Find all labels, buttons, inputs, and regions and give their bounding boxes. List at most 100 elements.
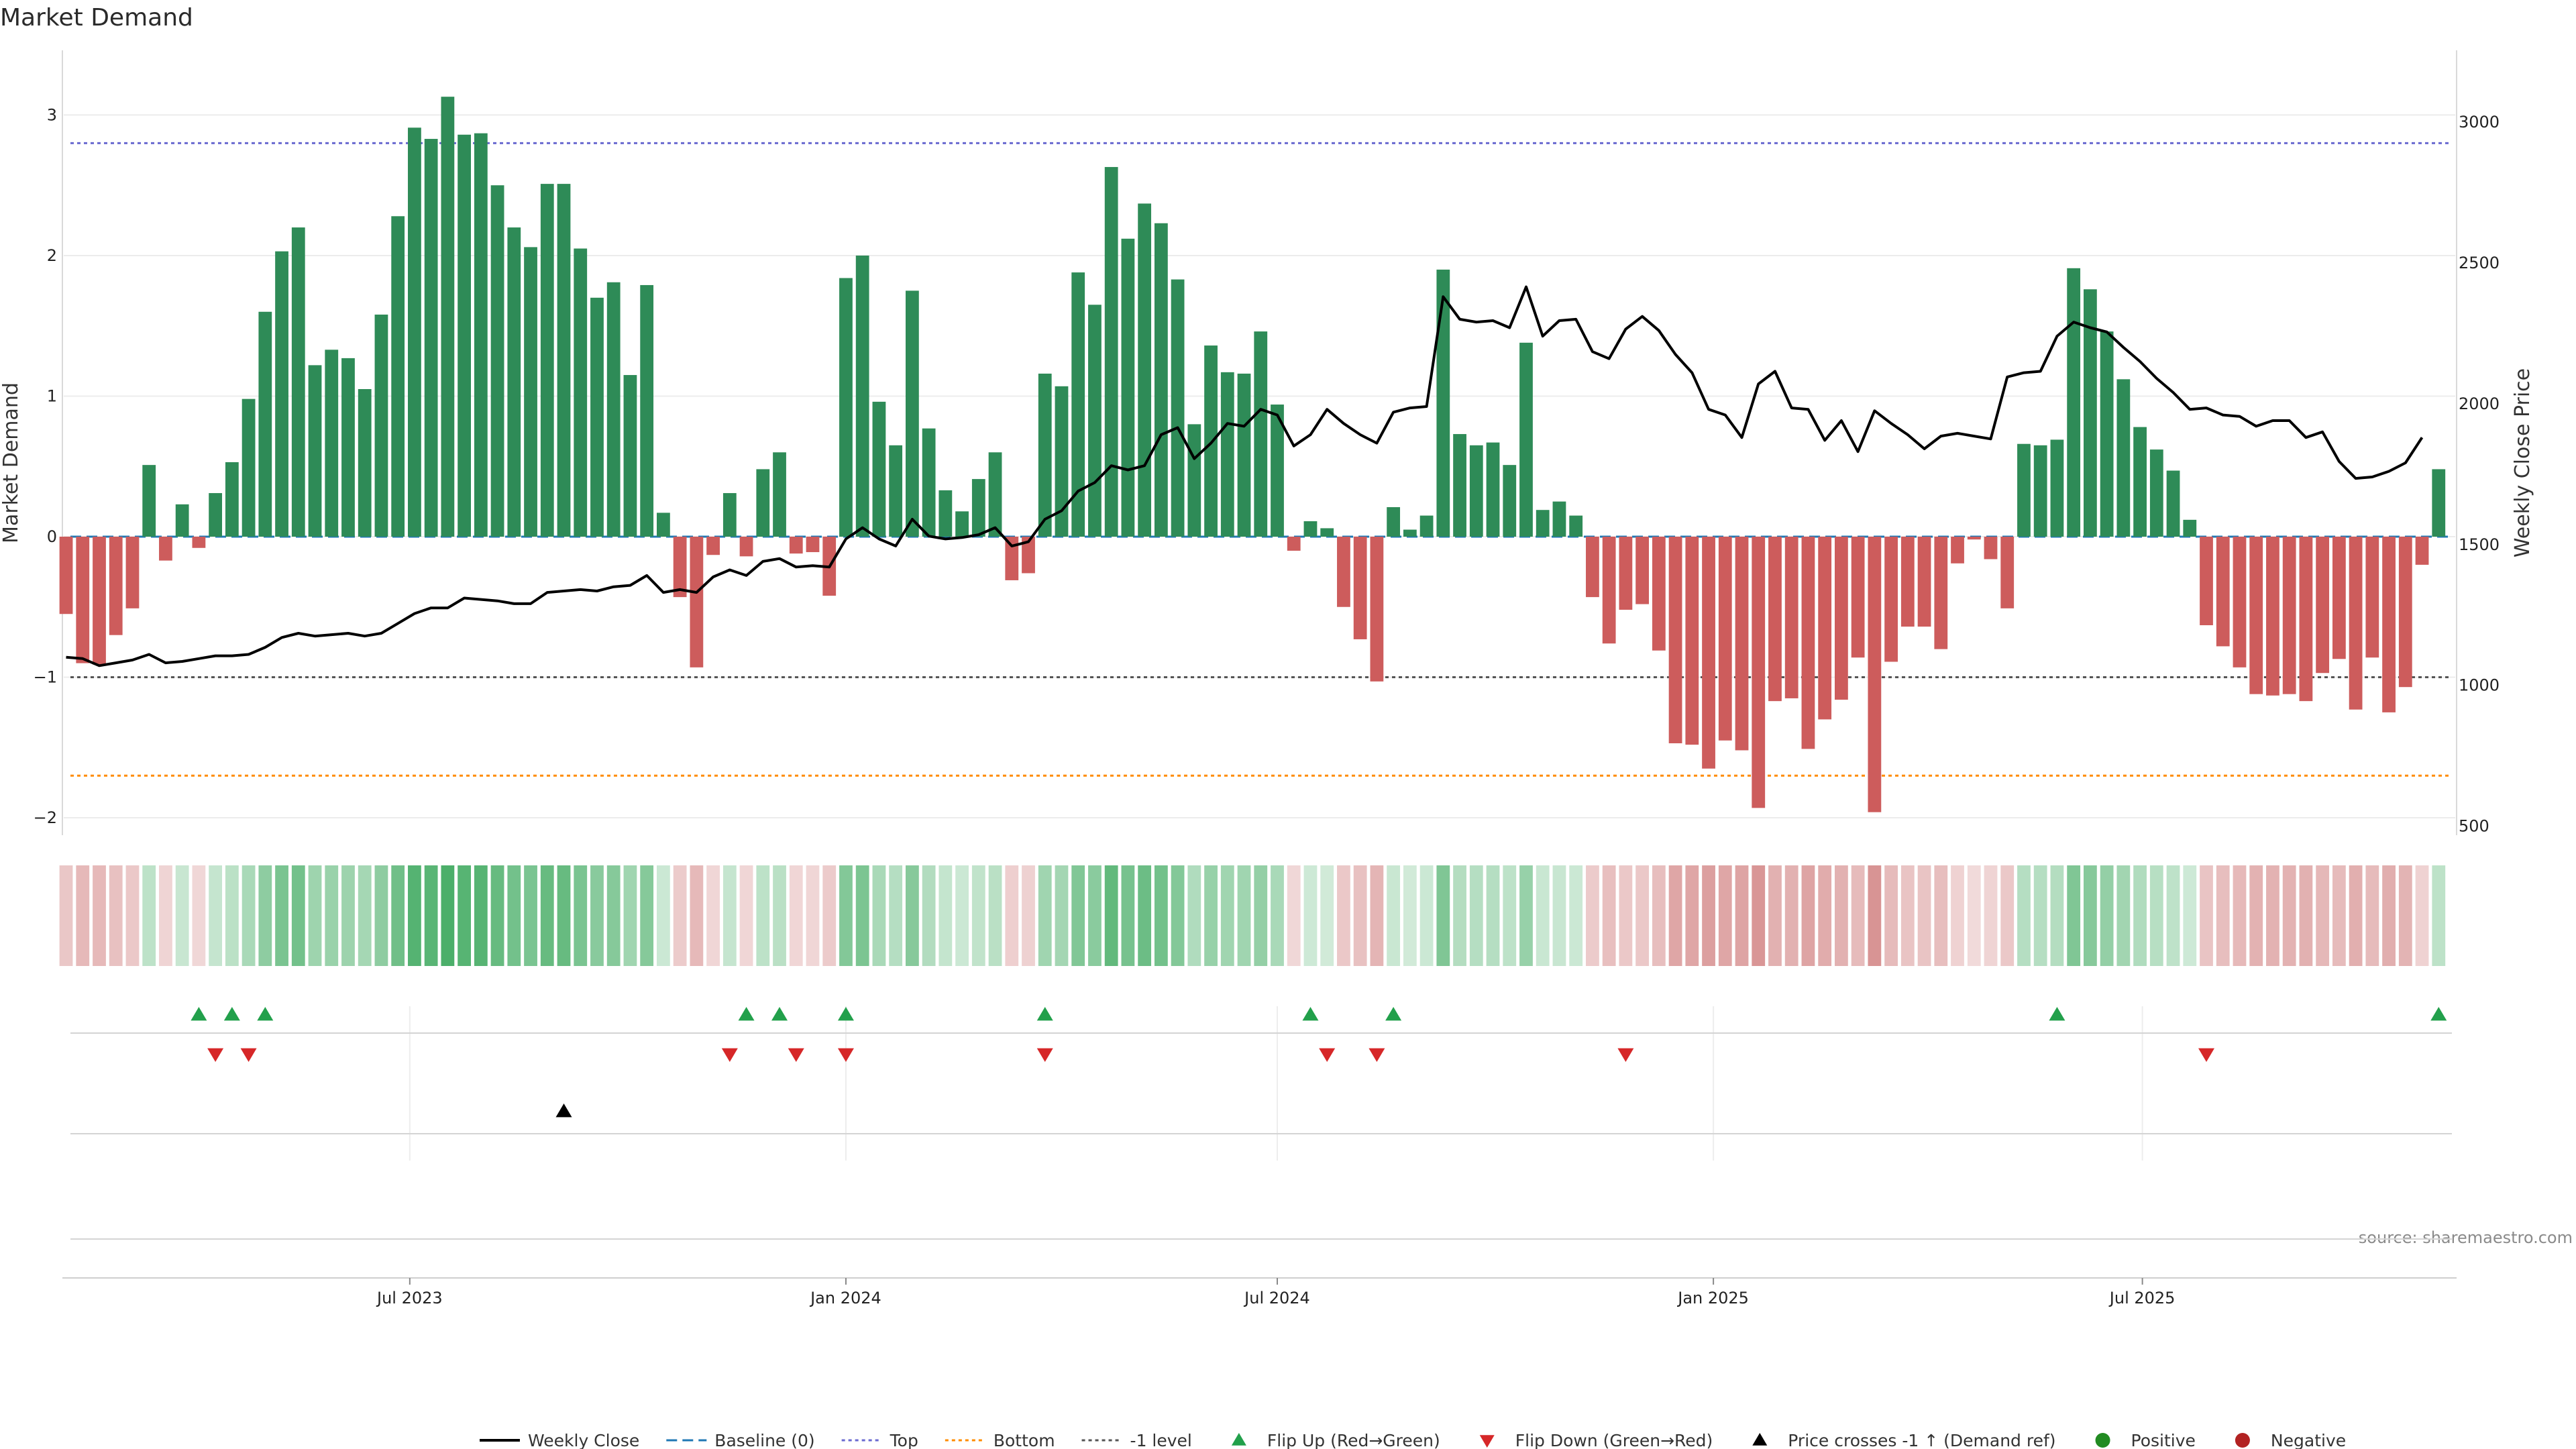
demand-bar-negative: [1818, 537, 1832, 720]
y-tick-label: −1: [34, 668, 57, 687]
heat-cell: [1984, 865, 1998, 966]
heat-cell: [225, 865, 239, 966]
demand-bar-positive: [1320, 528, 1334, 537]
demand-bar-positive: [1387, 507, 1401, 537]
flip-down-marker: [2198, 1048, 2215, 1062]
heat-cell: [209, 865, 223, 966]
heat-cell: [822, 865, 837, 966]
heat-cell: [1951, 865, 1964, 966]
demand-bar-positive: [225, 462, 239, 537]
heat-cell: [391, 865, 405, 966]
heat-cell: [1868, 865, 1882, 966]
demand-bar-negative: [1934, 537, 1948, 649]
demand-bar-positive: [1419, 515, 1434, 537]
legend-item-top: Top: [841, 1431, 918, 1449]
demand-bar-negative: [109, 537, 123, 635]
heat-cell: [2149, 865, 2163, 966]
heat-cell: [2332, 865, 2346, 966]
heat-cell: [806, 865, 820, 966]
heat-cell: [2382, 865, 2396, 966]
demand-bar-negative: [1884, 537, 1898, 662]
demand-bar-positive: [574, 248, 588, 537]
price-cross-marker: [555, 1104, 572, 1118]
legend-swatch: [1752, 1433, 1768, 1446]
demand-bar-positive: [889, 445, 903, 537]
heat-cell: [1900, 865, 1915, 966]
demand-bar-negative: [1768, 537, 1782, 702]
heat-cell: [2233, 865, 2247, 966]
demand-bar-positive: [1204, 345, 1218, 537]
demand-bar-positive: [722, 493, 737, 537]
heat-cell: [1884, 865, 1898, 966]
heat-cell: [773, 865, 786, 966]
flip-down-marker: [1036, 1048, 1053, 1062]
heat-cell: [2365, 865, 2379, 966]
heat-cell: [739, 865, 753, 966]
heat-cell: [1220, 865, 1234, 966]
y2-tick-label: 2000: [2459, 394, 2500, 413]
heat-cell: [424, 865, 438, 966]
demand-bar-positive: [2083, 289, 2097, 537]
heat-cell: [1519, 865, 1533, 966]
heat-cell: [640, 865, 654, 966]
demand-bar-positive: [2017, 443, 2031, 537]
heat-cell: [623, 865, 637, 966]
legend: Weekly Close Baseline (0) Top Bottom -1 leve…: [480, 1431, 2346, 1449]
demand-bar-positive: [756, 469, 770, 537]
legend-item-cross: Price crosses -1 ↑ (Demand ref): [1752, 1431, 2056, 1449]
heat-cell: [241, 865, 256, 966]
flip-down-marker: [1319, 1048, 1336, 1062]
heat-cell: [938, 865, 953, 966]
demand-bar-positive: [839, 278, 853, 537]
demand-bar-positive: [1453, 434, 1466, 537]
demand-bar-negative: [125, 537, 140, 608]
heat-cell: [1038, 865, 1052, 966]
y2-tick-label: 2500: [2459, 254, 2500, 272]
demand-bar-positive: [606, 282, 621, 537]
flip-down-marker: [788, 1048, 804, 1062]
demand-bar-positive: [1237, 373, 1251, 537]
demand-bar-positive: [623, 375, 637, 537]
demand-bar-negative: [59, 537, 73, 614]
heat-cell: [557, 865, 571, 966]
heat-cell: [1403, 865, 1417, 966]
flip-down-marker: [1368, 1048, 1385, 1062]
demand-bar-positive: [640, 284, 654, 537]
demand-bar-positive: [955, 511, 969, 537]
heat-cell: [1436, 865, 1450, 966]
demand-bar-negative: [1370, 537, 1384, 682]
demand-bar-negative: [1868, 537, 1882, 812]
legend-item-flip_up: Flip Up (Red→Green): [1231, 1431, 1440, 1449]
heat-cell: [1752, 865, 1766, 966]
legend-item-close: Weekly Close: [480, 1431, 639, 1449]
demand-bar-negative: [1951, 537, 1964, 564]
y2-tick-label: 1500: [2459, 535, 2500, 554]
demand-bar-positive: [1486, 442, 1500, 537]
demand-bar-negative: [2282, 537, 2296, 694]
flip-down-marker: [1617, 1048, 1634, 1062]
heat-cell: [971, 865, 985, 966]
heat-cell: [1171, 865, 1185, 966]
demand-bar-positive: [209, 493, 223, 537]
demand-bar-positive: [2116, 379, 2131, 537]
demand-bar-positive: [773, 452, 786, 537]
legend-label: Top: [890, 1431, 918, 1449]
demand-bar-positive: [1121, 238, 1135, 537]
demand-bar-negative: [806, 537, 820, 553]
y-axis-label: Market Demand: [0, 382, 23, 543]
x-tick-label: Jul 2025: [2108, 1289, 2176, 1307]
demand-bar-negative: [2332, 537, 2346, 659]
heat-cell: [1503, 865, 1517, 966]
demand-heat-strip: [59, 865, 2446, 966]
heat-cell: [889, 865, 903, 966]
heat-cell: [1138, 865, 1152, 966]
demand-bar-negative: [1337, 537, 1350, 607]
heat-cell: [756, 865, 770, 966]
demand-bar-positive: [1536, 510, 1550, 537]
demand-bar-positive: [2432, 469, 2446, 537]
heat-cell: [1552, 865, 1566, 966]
demand-bar-negative: [789, 537, 803, 554]
heat-cell: [1154, 865, 1168, 966]
demand-bar-positive: [2166, 470, 2180, 537]
heat-cell: [1387, 865, 1401, 966]
